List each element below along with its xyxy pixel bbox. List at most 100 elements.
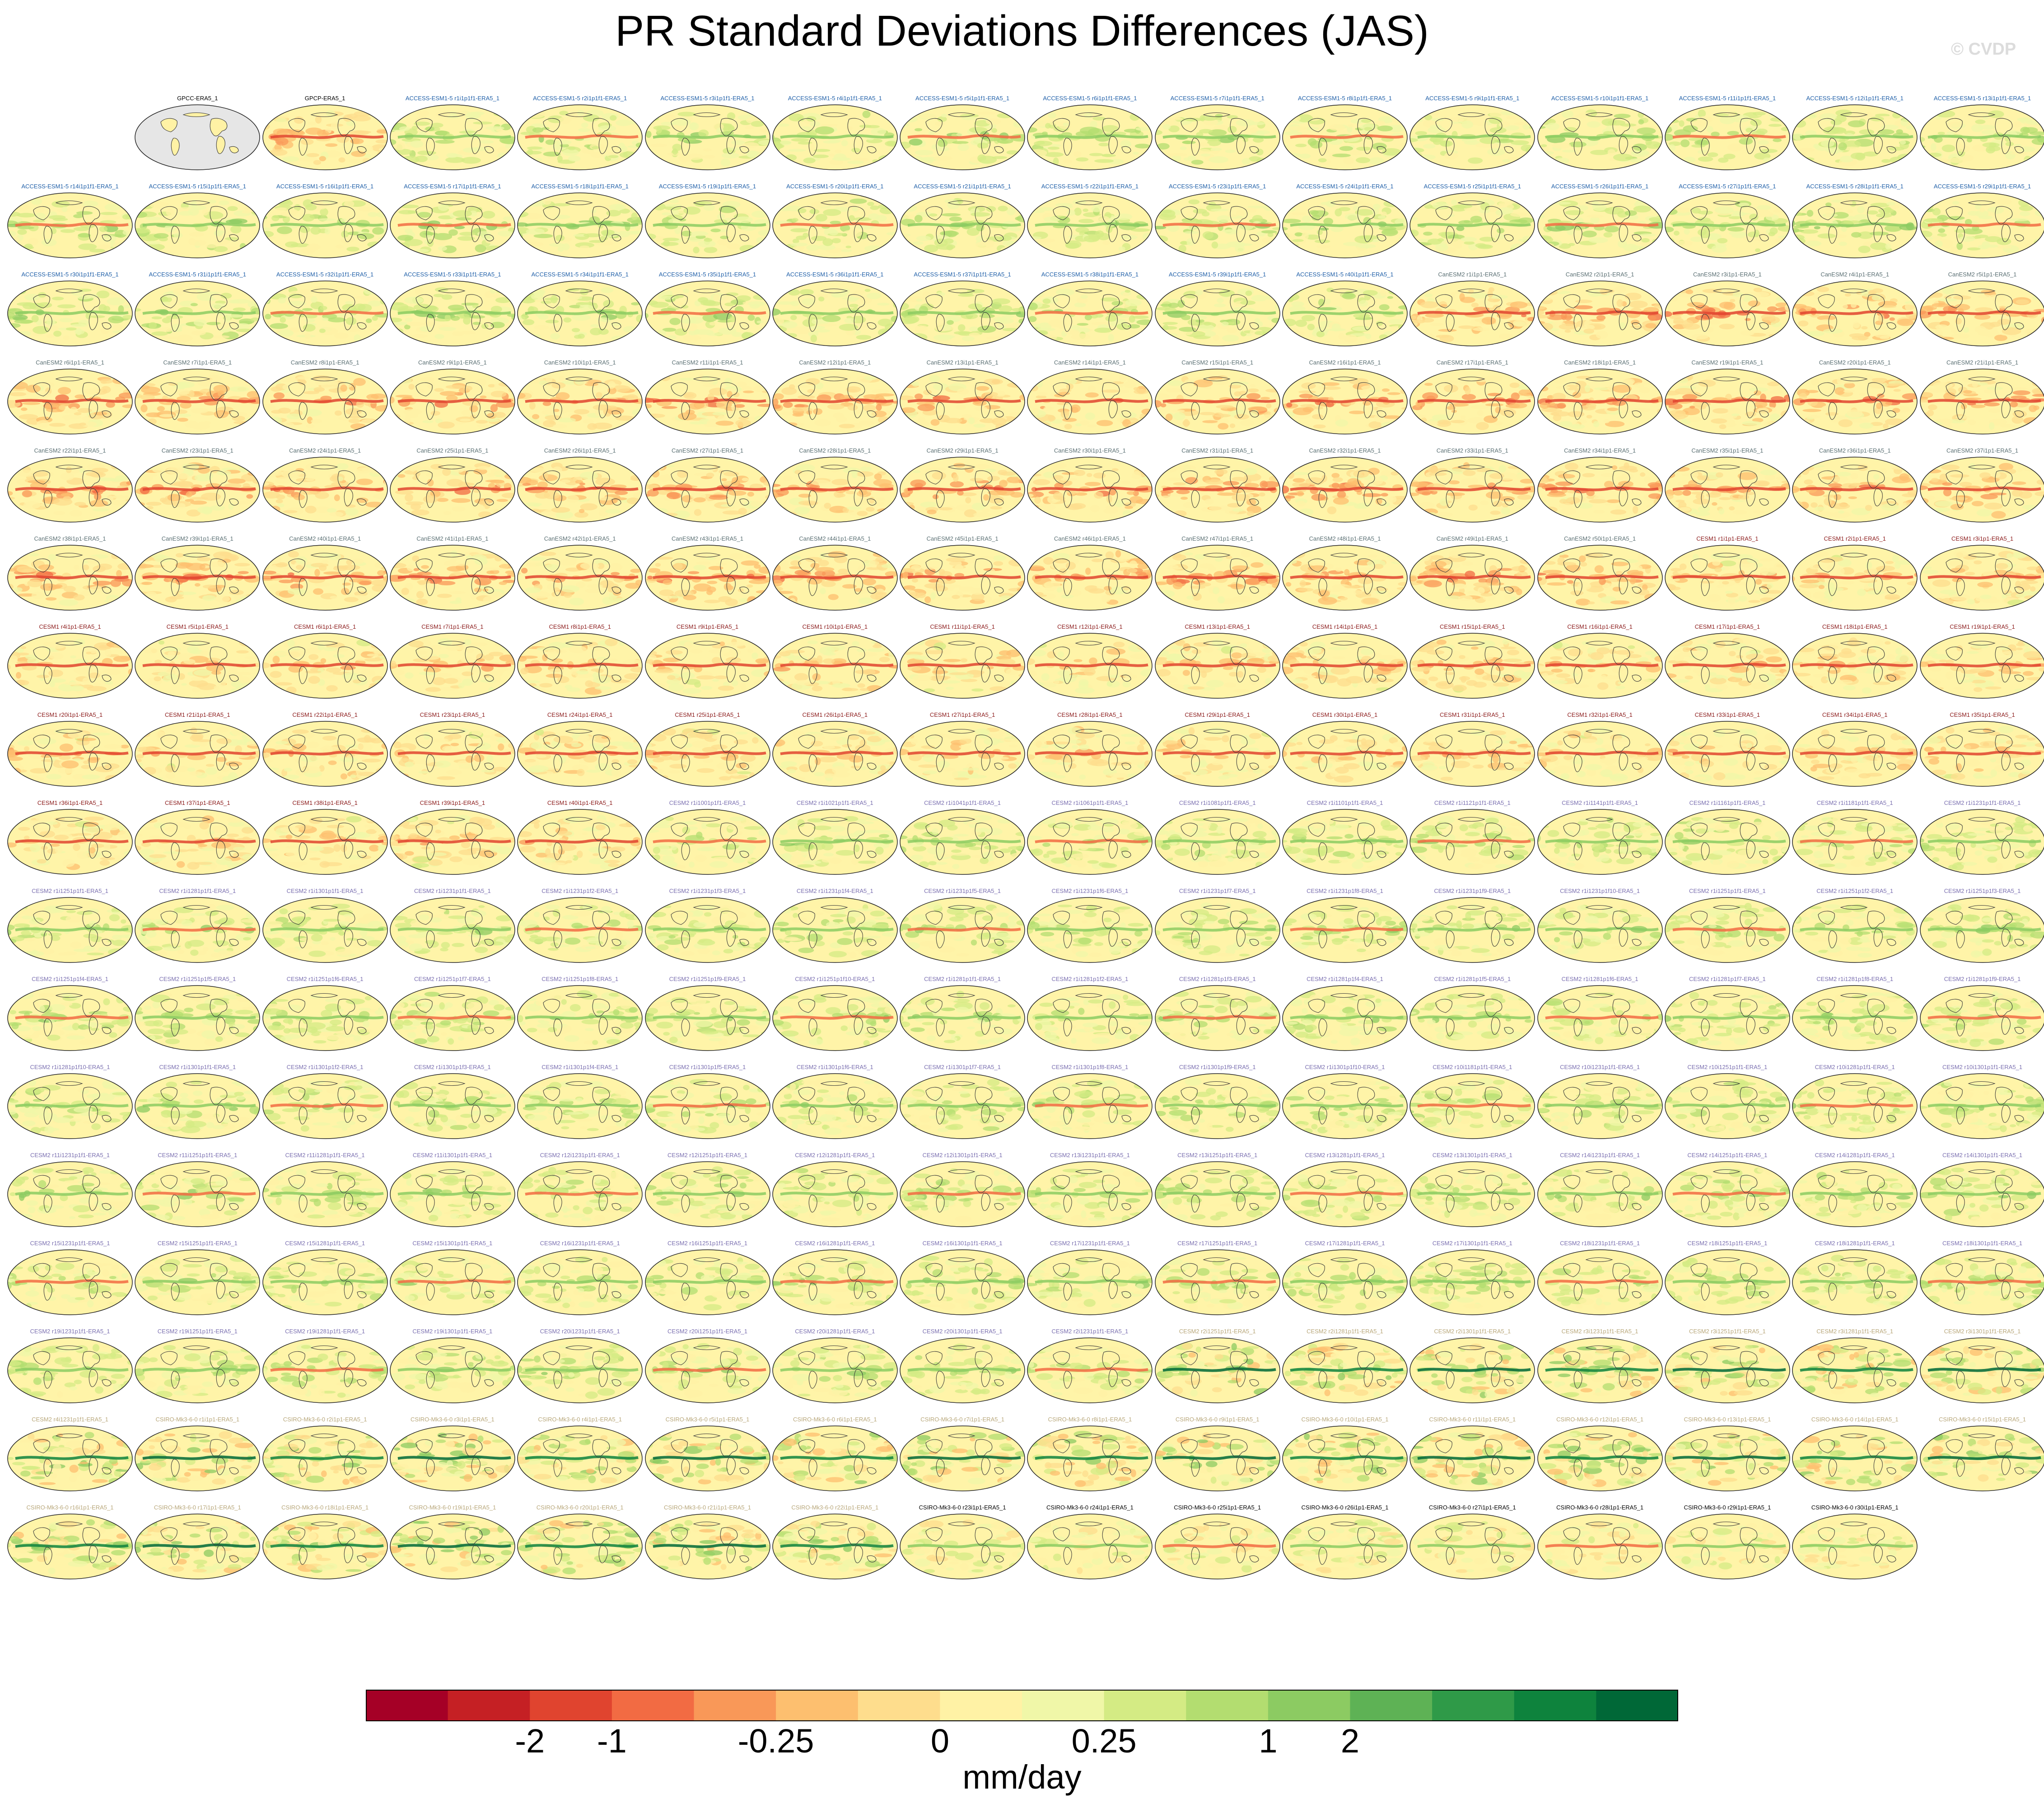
anomaly-patch (145, 241, 161, 245)
continent-outline (994, 146, 1004, 154)
anomaly-patch (1607, 149, 1615, 156)
anomaly-patch (1283, 423, 1291, 430)
anomaly-patch (264, 313, 271, 320)
anomaly-patch (462, 147, 480, 153)
anomaly-patch (947, 320, 954, 325)
continent-outline (426, 138, 435, 156)
anomaly-patch (1870, 242, 1888, 250)
map-panel: ACCESS-ESM1-5 r27i1p1f1-ERA5_1 (1664, 182, 1791, 259)
anomaly-patch (863, 158, 869, 161)
anomaly-patch (1717, 238, 1728, 243)
anomaly-patch (1197, 149, 1211, 154)
anomaly-patch (747, 301, 765, 306)
map-plot (262, 192, 388, 258)
anomaly-patch (265, 381, 281, 384)
anomaly-patch (648, 332, 654, 337)
anomaly-patch (1058, 376, 1072, 380)
anomaly-patch (1044, 216, 1060, 222)
anomaly-patch (1645, 323, 1657, 329)
anomaly-patch (1717, 157, 1729, 163)
anomaly-patch (2031, 138, 2044, 145)
anomaly-patch (345, 317, 356, 325)
anomaly-patch (895, 146, 897, 149)
anomaly-patch (1596, 315, 1605, 321)
anomaly-patch (1768, 124, 1782, 127)
anomaly-patch (1122, 412, 1131, 418)
anomaly-patch (518, 290, 527, 296)
anomaly-patch (1537, 114, 1543, 123)
anomaly-patch (1479, 300, 1485, 308)
anomaly-patch (214, 246, 228, 252)
anomaly-patch (645, 377, 658, 382)
anomaly-patch (590, 209, 597, 213)
anomaly-patch (919, 114, 937, 119)
anomaly-patch (812, 154, 829, 159)
anomaly-patch (1654, 203, 1662, 211)
anomaly-patch (1203, 322, 1211, 326)
anomaly-patch (1057, 402, 1069, 405)
anomaly-patch (787, 149, 806, 152)
anomaly-patch (891, 331, 897, 336)
anomaly-patch (390, 416, 396, 420)
anomaly-patch (1120, 140, 1132, 148)
anomaly-patch (726, 391, 733, 398)
anomaly-patch (1778, 157, 1790, 162)
map-panel-title: ACCESS-ESM1-5 r12i1p1f1-ERA5_1 (1791, 94, 1918, 103)
anomaly-patch (1839, 242, 1848, 246)
anomaly-patch (919, 206, 935, 211)
anomaly-patch (560, 144, 569, 148)
anomaly-patch (756, 320, 764, 324)
anomaly-patch (271, 215, 280, 221)
anomaly-patch (957, 143, 969, 151)
anomaly-patch (915, 374, 922, 382)
anomaly-patch (736, 382, 747, 388)
anomaly-patch (1506, 116, 1516, 120)
anomaly-patch (1742, 421, 1761, 426)
anomaly-patch (677, 112, 695, 117)
anomaly-patch (317, 130, 329, 137)
anomaly-patch (847, 160, 864, 164)
map-panel-title: ACCESS-ESM1-5 r5i1p1f1-ERA5_1 (899, 94, 1026, 103)
anomaly-patch (1270, 247, 1280, 254)
anomaly-patch (975, 406, 988, 411)
anomaly-patch (1182, 140, 1192, 144)
anomaly-patch (1227, 115, 1238, 119)
anomaly-patch (1877, 393, 1885, 398)
anomaly-patch (1561, 110, 1573, 118)
continent-outline (1435, 118, 1453, 132)
anomaly-patch (1309, 210, 1319, 215)
anomaly-patch (1767, 306, 1778, 312)
anomaly-patch (306, 153, 319, 157)
anomaly-patch (912, 381, 919, 387)
anomaly-patch (1812, 292, 1826, 299)
anomaly-patch (820, 123, 838, 127)
anomaly-patch (191, 330, 206, 336)
anomaly-patch (1743, 298, 1751, 302)
anomaly-patch (1806, 210, 1814, 217)
anomaly-patch (151, 316, 162, 319)
anomaly-patch (924, 244, 938, 252)
anomaly-patch (350, 423, 366, 430)
anomaly-patch (1028, 385, 1039, 392)
anomaly-patch (1115, 213, 1133, 220)
anomaly-patch (645, 413, 665, 418)
anomaly-patch (785, 154, 797, 161)
anomaly-patch (46, 318, 56, 326)
anomaly-patch (1487, 148, 1506, 156)
anomaly-patch (1010, 288, 1025, 294)
anomaly-patch (720, 159, 730, 167)
anomaly-patch (1027, 116, 1039, 119)
map-border (1537, 104, 1663, 170)
anomaly-patch (1313, 424, 1326, 429)
anomaly-patch (904, 315, 919, 323)
anomaly-patch (310, 296, 317, 303)
map-plot (262, 369, 388, 434)
anomaly-patch (1564, 329, 1571, 333)
anomaly-patch (1779, 288, 1789, 293)
anomaly-patch (160, 336, 180, 340)
anomaly-patch (1549, 402, 1555, 406)
anomaly-patch (1747, 231, 1759, 238)
anomaly-patch (656, 126, 662, 134)
map-plot (1792, 192, 1918, 258)
map-plot (1282, 192, 1408, 258)
